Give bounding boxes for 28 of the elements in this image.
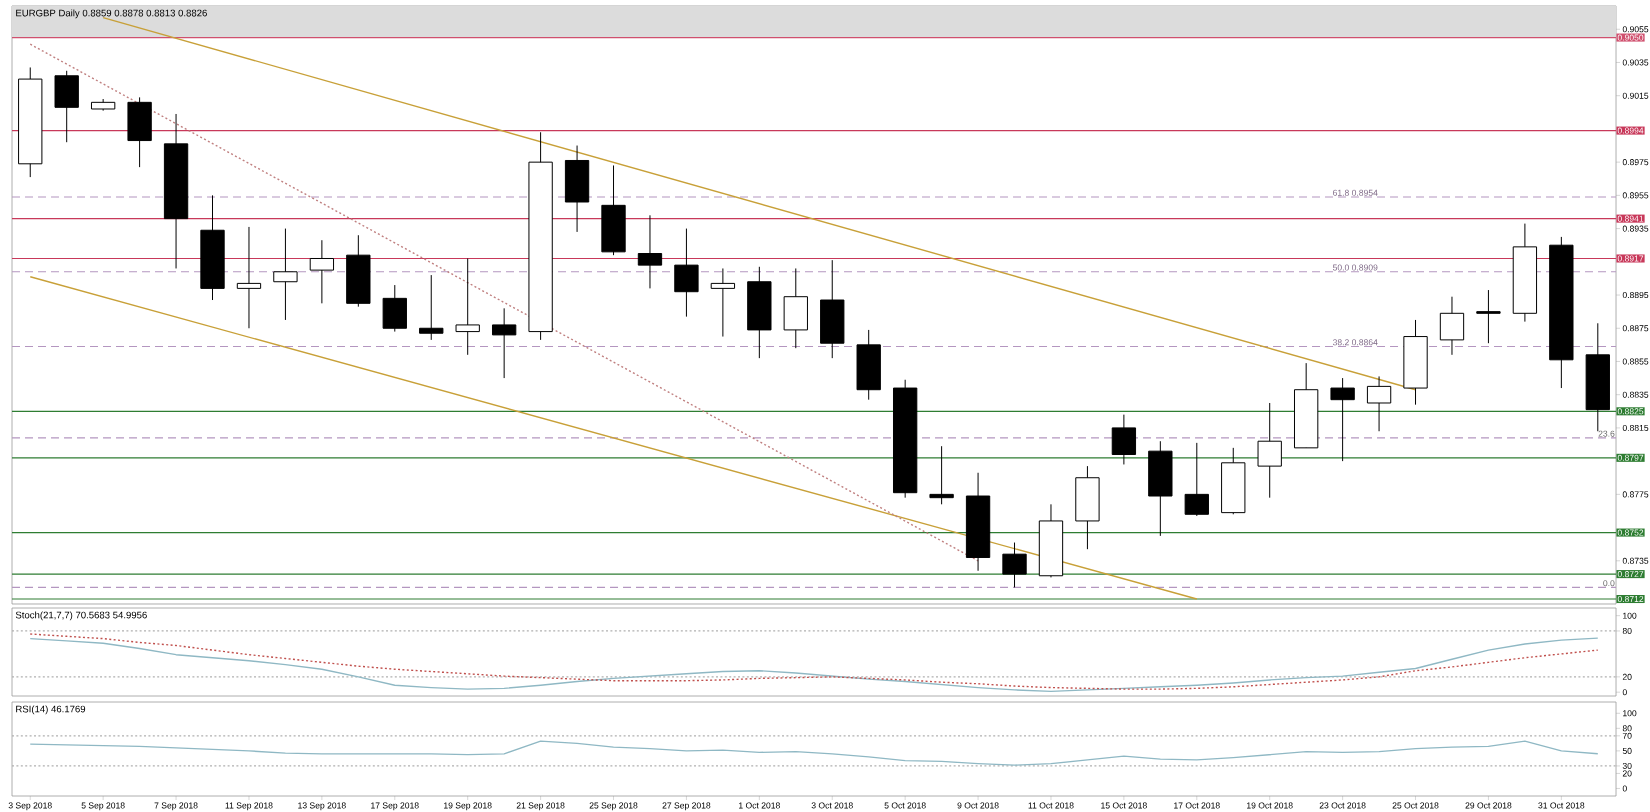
candlestick (1148, 440, 1173, 537)
candlestick (856, 329, 881, 401)
candlestick (929, 445, 954, 505)
candlestick (1111, 414, 1137, 465)
candlestick (674, 228, 699, 318)
candlestick (382, 284, 407, 333)
candlestick (783, 267, 808, 349)
candlestick (419, 274, 444, 341)
candlestick (127, 96, 152, 168)
candlestick (1257, 402, 1282, 499)
candlestick (1002, 542, 1027, 588)
candlestick (601, 164, 626, 256)
candlestick (1330, 377, 1355, 462)
candlestick (236, 226, 262, 329)
candlestick (1184, 442, 1209, 517)
candlestick (637, 214, 663, 289)
candlestick (710, 267, 736, 338)
candlestick (564, 145, 590, 233)
candlestick (1439, 296, 1465, 356)
candlestick (273, 228, 298, 321)
candlestick (54, 70, 79, 143)
candlestick (1366, 375, 1392, 432)
candlestick (1476, 289, 1501, 344)
candlestick (820, 259, 845, 359)
candlestick (309, 239, 335, 304)
candlestick (1075, 465, 1100, 550)
candlestick (491, 307, 517, 379)
candlestick (455, 257, 480, 356)
